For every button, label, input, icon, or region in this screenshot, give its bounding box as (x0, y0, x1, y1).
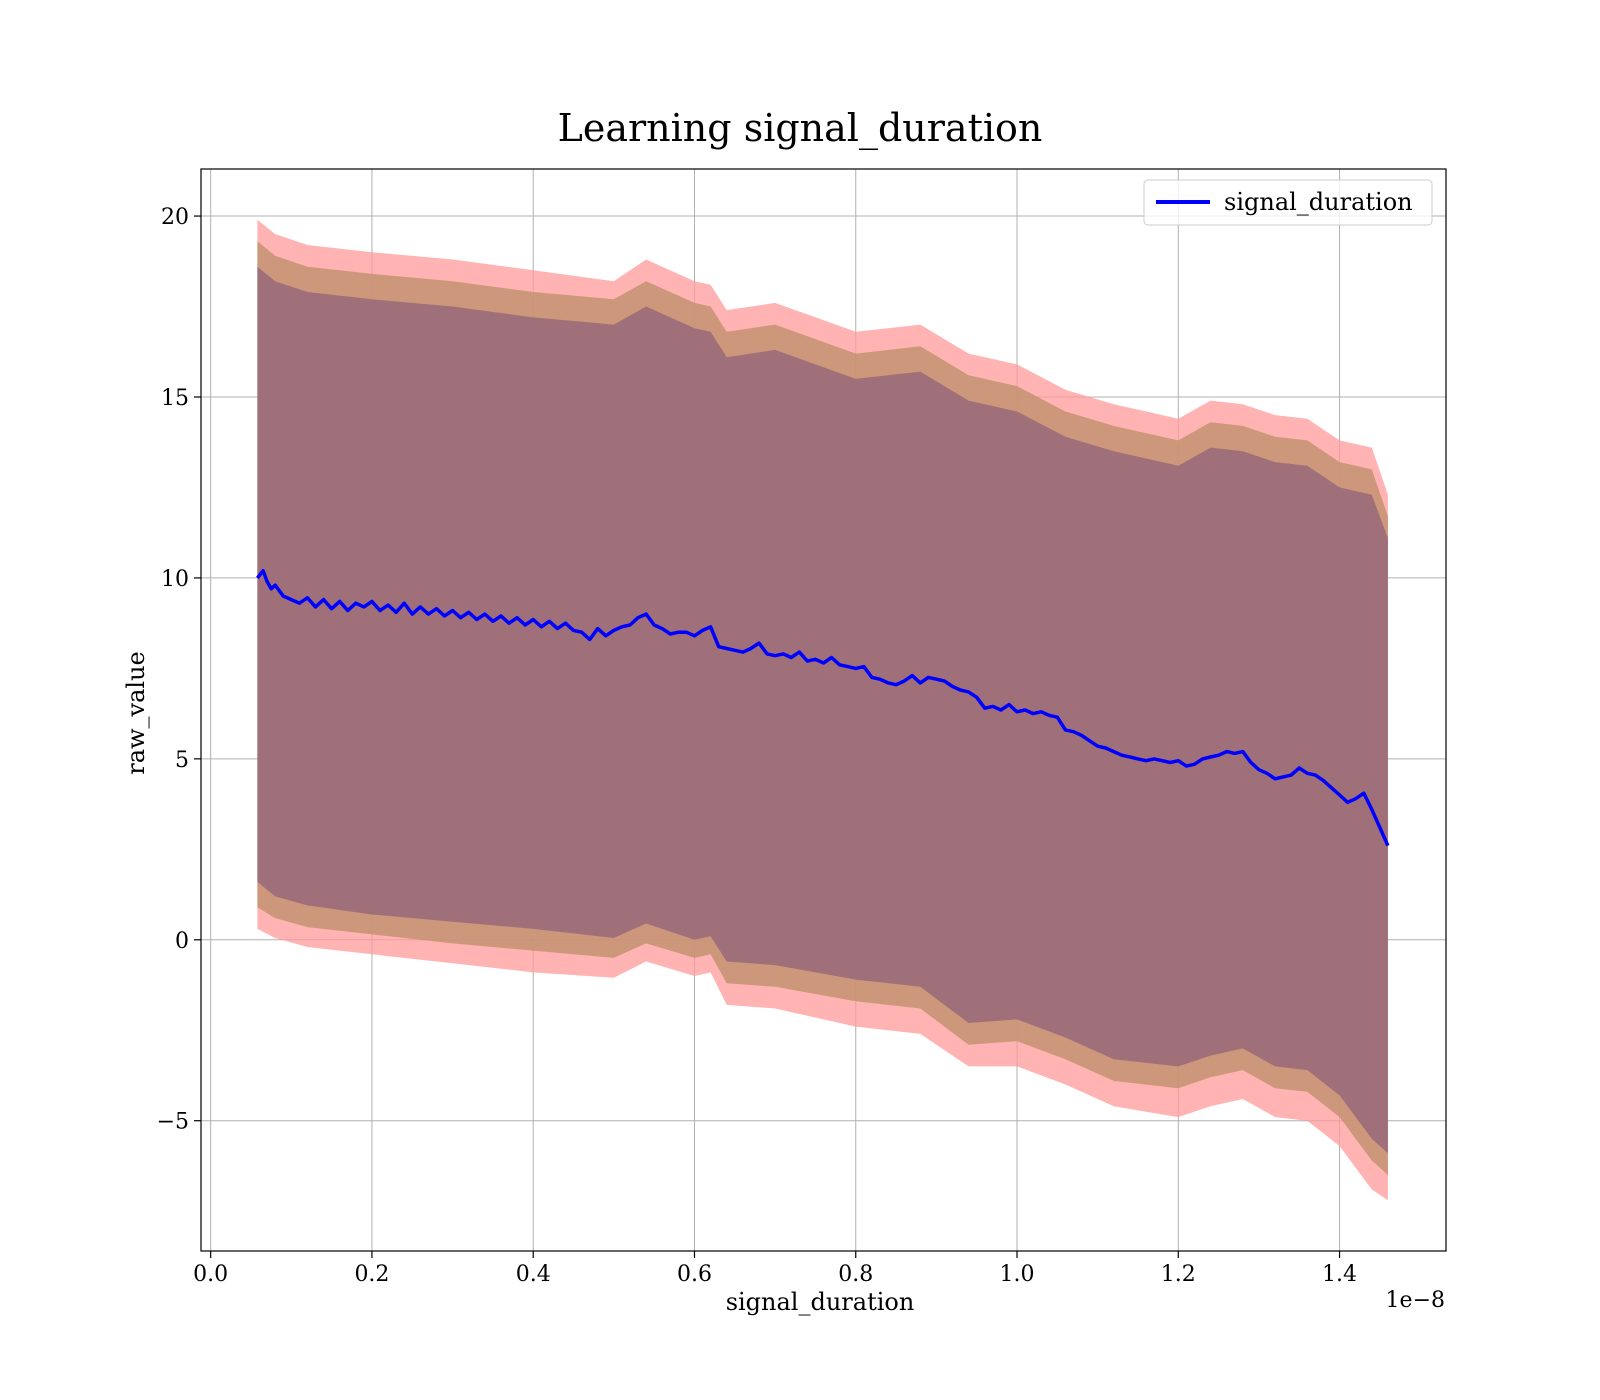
x-tick-label: 0.6 (677, 1262, 712, 1287)
y-tick-label: 0 (175, 929, 189, 954)
x-tick-label: 0.0 (193, 1262, 228, 1287)
x-tick-label: 0.4 (516, 1262, 551, 1287)
x-tick-label: 1.2 (1161, 1262, 1196, 1287)
inner-band (257, 266, 1388, 1154)
legend: signal_duration (1143, 179, 1433, 226)
x-tick-label: 0.8 (838, 1262, 873, 1287)
confidence-bands (257, 219, 1388, 1201)
y-tick-label: 20 (161, 205, 189, 230)
series-lines (256, 568, 1390, 847)
plot-frame (200, 168, 1447, 1252)
x-axis-ticks: 0.0 0.2 0.4 0.6 0.8 1.0 1.2 1.4 (193, 1251, 1357, 1287)
legend-box (1143, 179, 1433, 226)
y-tick-label: 15 (161, 386, 189, 411)
x-axis-offset-label: 1e−8 (1386, 1288, 1445, 1313)
x-axis-label: signal_duration (726, 1288, 915, 1316)
y-tick-label: −5 (157, 1110, 189, 1135)
y-axis-ticks: −5 0 5 10 15 20 (157, 205, 201, 1135)
x-tick-label: 1.0 (1000, 1262, 1035, 1287)
legend-label: signal_duration (1224, 188, 1413, 216)
y-tick-label: 5 (175, 748, 189, 773)
y-tick-label: 10 (161, 567, 189, 592)
series-line-signal-duration (256, 568, 1390, 847)
chart-title: Learning signal_duration (558, 106, 1043, 151)
y-axis-label: raw_value (122, 651, 150, 775)
x-tick-label: 1.4 (1322, 1262, 1357, 1287)
x-tick-label: 0.2 (354, 1262, 389, 1287)
